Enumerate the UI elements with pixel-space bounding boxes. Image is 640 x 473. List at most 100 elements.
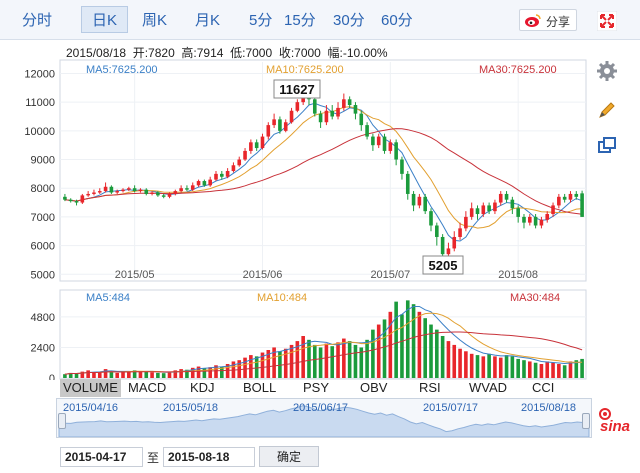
volume-bar xyxy=(156,372,160,378)
volume-bar xyxy=(440,336,445,378)
volume-bar xyxy=(80,371,85,378)
volume-bar xyxy=(417,311,422,378)
fullscreen-icon[interactable] xyxy=(597,11,617,31)
volume-bar xyxy=(330,346,335,378)
kline-chart[interactable]: 5000 6000 7000 8000 9000 10000 11000 12000 2015… xyxy=(0,58,592,380)
volume-bar xyxy=(487,353,491,378)
candle xyxy=(580,190,584,217)
indicator-tab-cci[interactable]: CCI xyxy=(532,380,555,395)
candle xyxy=(196,179,201,187)
candle xyxy=(464,211,468,232)
tab-5min[interactable]: 5分 xyxy=(249,12,273,29)
candle xyxy=(574,191,579,200)
volume-bar xyxy=(580,358,584,378)
volume-bar xyxy=(214,365,218,378)
price-x-tick-label: 2015/06 xyxy=(243,269,283,281)
volume-bar xyxy=(138,371,143,378)
candle xyxy=(254,139,259,151)
range-handle-right[interactable] xyxy=(582,413,590,429)
price-y-tick-label: 8000 xyxy=(31,183,55,195)
volume-bar xyxy=(266,350,271,378)
volume-bar xyxy=(562,365,567,378)
date-range-slider[interactable]: 2015/04/16 2015/05/18 2015/06/17 2015/07… xyxy=(56,398,592,438)
price-panel-frame xyxy=(59,59,587,282)
indicator-tab-rsi[interactable]: RSI xyxy=(419,380,441,395)
volume-bar xyxy=(260,352,265,378)
volume-bar xyxy=(74,373,79,378)
indicator-tab-kdj[interactable]: KDJ xyxy=(190,380,215,395)
indicator-tab-boll[interactable]: BOLL xyxy=(243,380,277,395)
indicator-tab-wvad[interactable]: WVAD xyxy=(469,380,508,395)
indicator-tab-volume[interactable]: VOLUME xyxy=(60,379,121,397)
tab-60min[interactable]: 60分 xyxy=(381,12,413,29)
tab-weekly-k[interactable]: 周K xyxy=(142,12,168,29)
ma10-line xyxy=(64,106,583,229)
tab-daily-k[interactable]: 日K xyxy=(81,6,129,33)
volume-bar xyxy=(295,341,300,378)
volume-bar xyxy=(185,369,189,378)
volume-bar xyxy=(423,318,427,378)
tab-intraday[interactable]: 分时 xyxy=(22,12,53,29)
volume-bar xyxy=(144,371,149,378)
tab-monthly-k[interactable]: 月K xyxy=(195,12,221,29)
tab-15min[interactable]: 15分 xyxy=(284,12,316,29)
indicator-tab-psy[interactable]: PSY xyxy=(303,380,330,395)
price-y-tick-label: 12000 xyxy=(24,68,55,80)
volume-bar xyxy=(254,356,259,378)
range-handle-left[interactable] xyxy=(58,413,66,429)
indicator-tab-obv[interactable]: OBV xyxy=(360,380,388,395)
share-label: 分享 xyxy=(546,15,571,29)
candle xyxy=(225,168,230,179)
candle xyxy=(371,133,375,151)
indicator-tab-macd[interactable]: MACD xyxy=(128,380,167,395)
volume-bar xyxy=(249,355,253,378)
candle xyxy=(63,193,67,202)
vol-ma30-label: MA30:484 xyxy=(510,292,560,304)
volume-bar xyxy=(435,329,439,378)
min-price-callout: 5205 xyxy=(422,255,464,275)
candle xyxy=(417,193,422,209)
candle xyxy=(411,191,416,212)
candle xyxy=(562,193,567,203)
price-y-tick-label: 5000 xyxy=(31,269,55,281)
price-y-tick-label: 6000 xyxy=(31,241,55,253)
candle xyxy=(481,202,486,217)
volume-bar xyxy=(516,358,520,378)
volume-bar xyxy=(376,324,381,378)
range-overview-area: 2015/04/16 2015/05/18 2015/06/17 2015/07… xyxy=(58,402,590,437)
candle xyxy=(109,185,114,194)
volume-bar xyxy=(109,371,114,378)
candle xyxy=(243,148,247,161)
end-date-input[interactable]: 2015-08-18 xyxy=(163,447,255,467)
volume-bar xyxy=(272,347,276,378)
tab-30min[interactable]: 30分 xyxy=(333,12,365,29)
candle xyxy=(80,193,85,204)
start-date-input[interactable]: 2015-04-17 xyxy=(60,447,143,467)
volume-bar xyxy=(446,341,451,378)
candle xyxy=(283,119,288,133)
candle xyxy=(458,222,462,240)
volume-bar xyxy=(475,355,480,378)
volume-bar xyxy=(86,370,90,378)
volume-bar xyxy=(365,339,369,378)
sina-logo: sina xyxy=(599,408,630,435)
draw-pencil-icon[interactable] xyxy=(596,99,618,121)
volume-bar xyxy=(283,348,288,378)
volume-bar xyxy=(498,357,503,378)
share-button[interactable]: 分享 xyxy=(519,9,577,31)
volume-bar xyxy=(539,364,544,378)
volume-bar xyxy=(557,364,561,378)
candle xyxy=(121,188,125,193)
candle xyxy=(208,176,212,187)
volume-bar xyxy=(574,360,579,378)
confirm-button[interactable]: 确定 xyxy=(259,446,319,467)
volume-bar xyxy=(371,329,375,378)
candle xyxy=(278,116,282,134)
volume-bar xyxy=(342,338,346,378)
compare-windows-icon[interactable] xyxy=(596,135,618,157)
settings-gear-icon[interactable] xyxy=(596,60,618,82)
candle xyxy=(342,93,346,111)
candle xyxy=(220,171,224,180)
candle xyxy=(382,133,387,154)
volume-bar xyxy=(318,347,323,378)
